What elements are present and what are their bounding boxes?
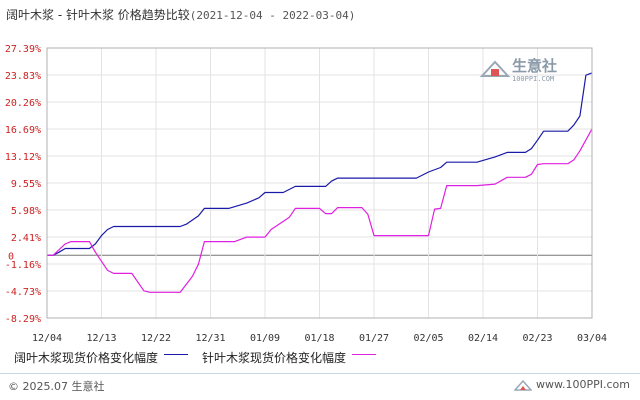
legend-swatch-series2: [352, 354, 377, 355]
x-axis: 12/04 12/13 12/22 12/31 01/09 01/18 01/27 02/05…: [32, 333, 607, 344]
x-tick-label: 01/09: [250, 333, 280, 344]
chart-title: 阔叶木浆 - 针叶木浆 价格趋势比较(2021-12-04 - 2022-03-…: [6, 6, 355, 23]
y-tick-label: 13.12%: [5, 152, 41, 163]
x-tick-label: 02/05: [413, 333, 443, 344]
series-line-1: [47, 72, 593, 256]
x-tick-label: 12/04: [32, 333, 62, 344]
x-tick-label: 12/22: [141, 333, 171, 344]
x-tick-label: 02/14: [468, 333, 498, 344]
price-trend-chart: 27.39% 23.83% 20.26% 16.69% 13.12% 9.55% 5.98%…: [5, 44, 607, 344]
y-tick-label: 2.41%: [11, 233, 41, 244]
footer-url: www.100PPI.com: [536, 378, 630, 391]
watermark-subtext: 100PPI.COM: [512, 75, 554, 83]
y-tick-label: 9.55%: [11, 179, 41, 190]
footer-divider: [0, 373, 640, 374]
legend-swatch-series1: [164, 354, 189, 355]
watermark-text: 生意社: [512, 57, 557, 75]
zero-tick-label: 0: [8, 251, 14, 262]
x-tick-label: 03/04: [577, 333, 607, 344]
x-tick-label: 01/18: [304, 333, 334, 344]
series-line-2: [47, 128, 593, 293]
legend: 阔叶木浆现货价格变化幅度 针叶木浆现货价格变化幅度: [14, 349, 390, 366]
x-tick-label: 12/31: [195, 333, 225, 344]
chart-title-range: (2021-12-04 - 2022-03-04): [189, 9, 356, 22]
y-tick-label: 23.83%: [5, 71, 41, 82]
y-tick-label: 20.26%: [5, 98, 41, 109]
logo-icon: [514, 379, 533, 391]
y-tick-label: 27.39%: [5, 44, 41, 55]
x-tick-label: 01/27: [359, 333, 389, 344]
y-tick-label: -1.16%: [5, 260, 41, 271]
series-group: [47, 72, 593, 293]
chart-grid: [46, 47, 593, 319]
footer-copyright: © 2025.07 生意社: [8, 380, 105, 393]
footer-site: www.100PPI.com: [514, 378, 630, 391]
x-tick-label: 02/23: [522, 333, 552, 344]
y-tick-label: -4.73%: [5, 287, 41, 298]
y-axis: 27.39% 23.83% 20.26% 16.69% 13.12% 9.55% 5.98%…: [5, 44, 41, 325]
plot-frame: [46, 47, 593, 319]
legend-label-series1: 阔叶木浆现货价格变化幅度: [14, 351, 159, 365]
y-tick-label: 16.69%: [5, 125, 41, 136]
y-tick-label: -8.29%: [5, 314, 41, 325]
x-tick-label: 12/13: [86, 333, 116, 344]
watermark-logo-block: [491, 69, 499, 76]
legend-label-series2: 针叶木浆现货价格变化幅度: [202, 351, 347, 365]
chart-title-main: 阔叶木浆 - 针叶木浆 价格趋势比较: [6, 8, 190, 22]
y-tick-label: 5.98%: [11, 206, 41, 217]
